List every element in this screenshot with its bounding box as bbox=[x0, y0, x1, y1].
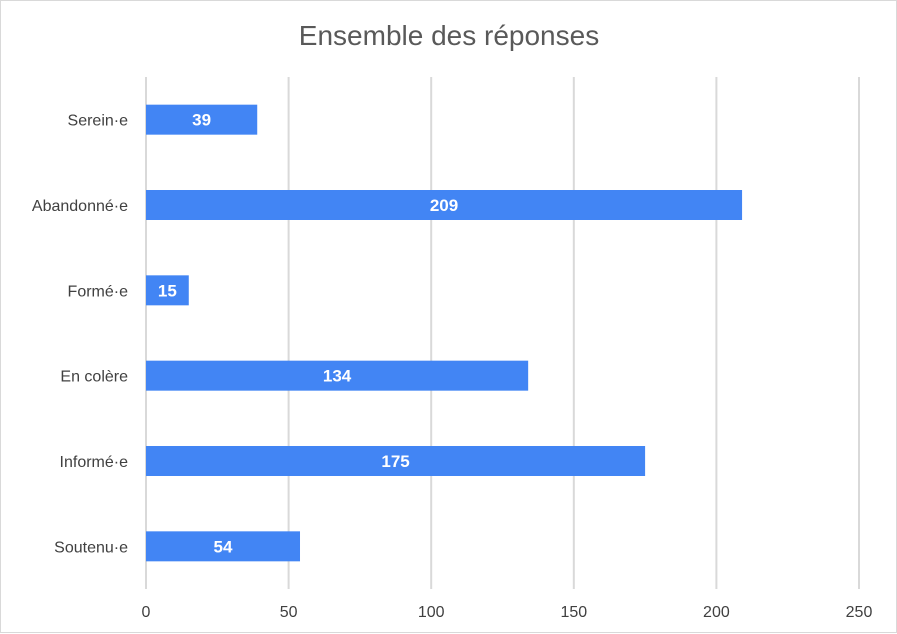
gridlines bbox=[145, 77, 860, 589]
x-tick-label: 0 bbox=[142, 604, 151, 621]
bar bbox=[146, 360, 529, 391]
category-label: Formé·e bbox=[68, 283, 129, 300]
x-tick-label: 200 bbox=[703, 604, 730, 621]
bar-value-label: 54 bbox=[214, 537, 233, 556]
bar-value-label: 175 bbox=[381, 452, 409, 471]
bar bbox=[146, 190, 743, 220]
bar bbox=[146, 531, 301, 562]
category-label: Serein·e bbox=[68, 113, 129, 130]
bar-value-label: 15 bbox=[158, 281, 177, 300]
category-label: Informé·e bbox=[60, 454, 129, 471]
x-tick-label: 50 bbox=[280, 604, 298, 621]
category-label: Soutenu·e bbox=[54, 539, 128, 556]
category-label: En colère bbox=[60, 369, 128, 386]
x-tick-label: 150 bbox=[560, 604, 587, 621]
bar-value-label: 39 bbox=[192, 111, 211, 130]
bar bbox=[146, 104, 258, 135]
bar bbox=[146, 275, 189, 306]
x-tick-label: 100 bbox=[418, 604, 445, 621]
bar bbox=[146, 446, 646, 476]
bar-value-label: 209 bbox=[430, 196, 458, 215]
bar-value-label: 134 bbox=[323, 367, 352, 386]
x-tick-label: 250 bbox=[846, 604, 873, 621]
chart-title: Ensemble des réponses bbox=[299, 20, 599, 51]
category-labels: Serein·e Abandonné·e Formé·e En colère Infor… bbox=[32, 113, 128, 557]
bars: 39 209 15 134 175 54 bbox=[146, 104, 743, 562]
x-axis-tick-labels: 0 50 100 150 200 250 bbox=[142, 604, 873, 621]
category-label: Abandonné·e bbox=[32, 198, 128, 215]
